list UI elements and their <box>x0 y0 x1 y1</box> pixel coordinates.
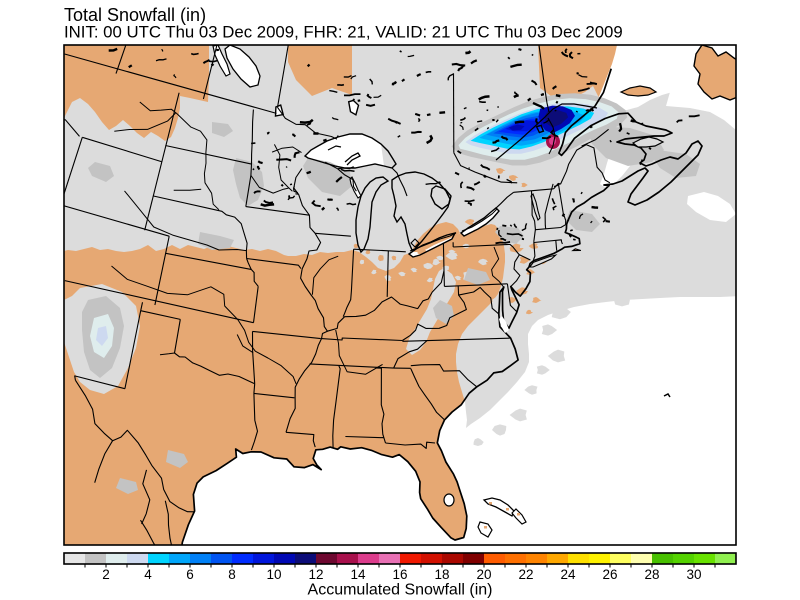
svg-text:20: 20 <box>476 567 491 582</box>
svg-text:2: 2 <box>102 567 110 582</box>
svg-text:8: 8 <box>228 567 236 582</box>
svg-text:28: 28 <box>644 567 659 582</box>
svg-text:10: 10 <box>266 567 281 582</box>
svg-text:24: 24 <box>560 567 576 582</box>
svg-text:18: 18 <box>434 567 449 582</box>
svg-text:Total Snowfall (in): Total Snowfall (in) <box>64 5 206 25</box>
svg-text:16: 16 <box>392 567 407 582</box>
svg-text:12: 12 <box>308 567 323 582</box>
svg-text:INIT: 00 UTC Thu 03 Dec 2009,: INIT: 00 UTC Thu 03 Dec 2009, FHR: 21, V… <box>64 23 623 42</box>
svg-text:4: 4 <box>144 567 152 582</box>
svg-text:26: 26 <box>602 567 617 582</box>
svg-text:22: 22 <box>518 567 533 582</box>
svg-text:30: 30 <box>686 567 701 582</box>
svg-text:Accumulated Snowfall (in): Accumulated Snowfall (in) <box>308 582 493 599</box>
svg-text:6: 6 <box>186 567 194 582</box>
svg-text:14: 14 <box>350 567 366 582</box>
